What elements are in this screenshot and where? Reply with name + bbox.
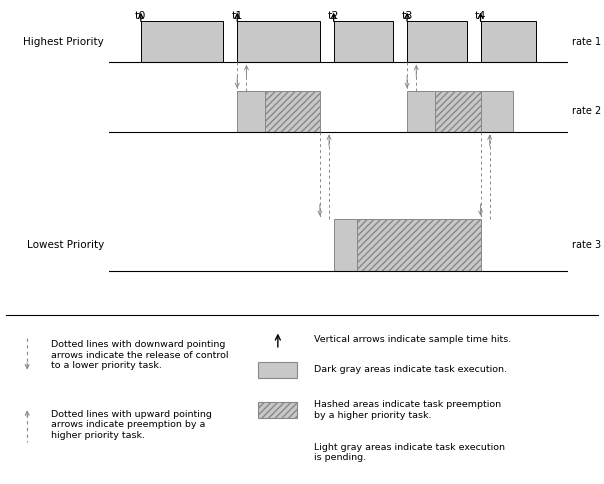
Bar: [481, 91, 513, 132]
Text: Dotted lines with upward pointing
arrows indicate preemption by a
higher priorit: Dotted lines with upward pointing arrows…: [51, 410, 212, 439]
Text: Vertical arrows indicate sample time hits.: Vertical arrows indicate sample time hit…: [314, 335, 512, 344]
Text: rate 3: rate 3: [573, 240, 602, 250]
Bar: [407, 21, 467, 62]
Bar: [481, 21, 536, 62]
Bar: [265, 91, 320, 132]
Text: t2: t2: [328, 11, 339, 21]
Bar: [141, 21, 223, 62]
Bar: [333, 21, 393, 62]
Text: t4: t4: [475, 11, 486, 21]
Text: Dotted lines with downward pointing
arrows indicate the release of control
to a : Dotted lines with downward pointing arro…: [51, 340, 229, 370]
Bar: [237, 21, 320, 62]
Text: t3: t3: [402, 11, 413, 21]
Bar: [356, 219, 481, 271]
Bar: [407, 91, 435, 132]
Bar: [333, 219, 356, 271]
Bar: [237, 91, 265, 132]
Bar: [435, 91, 481, 132]
Text: Light gray areas indicate task execution
is pending.: Light gray areas indicate task execution…: [314, 443, 505, 462]
Text: rate 1: rate 1: [573, 37, 602, 46]
Text: Lowest Priority: Lowest Priority: [27, 240, 104, 250]
Text: Hashed areas indicate task preemption
by a higher priority task.: Hashed areas indicate task preemption by…: [314, 400, 501, 420]
Text: rate 2: rate 2: [573, 106, 602, 116]
Text: t0: t0: [135, 11, 147, 21]
Text: Dark gray areas indicate task execution.: Dark gray areas indicate task execution.: [314, 365, 507, 374]
Text: t1: t1: [231, 11, 243, 21]
Text: Highest Priority: Highest Priority: [24, 37, 104, 46]
Bar: [259, 362, 297, 378]
Bar: [259, 402, 297, 418]
